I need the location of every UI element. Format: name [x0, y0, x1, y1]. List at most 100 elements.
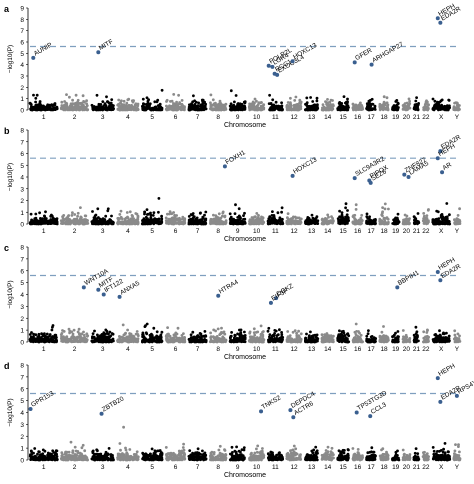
snp-point — [338, 219, 342, 223]
snp-point — [167, 332, 170, 336]
snp-point — [132, 217, 136, 221]
snp-point — [165, 98, 169, 102]
snp-point — [217, 103, 220, 106]
snp-point — [187, 105, 191, 109]
snp-point — [78, 340, 82, 343]
snp-point — [346, 108, 350, 112]
snp-point — [432, 222, 436, 226]
snp-point — [197, 101, 201, 105]
snp-point — [68, 95, 71, 99]
snp-point — [29, 212, 33, 216]
y-tick-label: 2 — [20, 85, 24, 92]
y-tick-label: 7 — [20, 256, 24, 263]
snp-point — [77, 108, 81, 112]
snp-point — [326, 98, 329, 101]
snp-point — [122, 99, 126, 103]
snp-point — [85, 99, 88, 103]
snp-point — [437, 217, 441, 221]
snp-point — [261, 216, 265, 220]
snp-point — [220, 326, 223, 330]
snp-point — [353, 222, 357, 226]
snp-point — [330, 215, 333, 219]
points — [28, 88, 461, 112]
snp-point — [237, 218, 241, 222]
snp-point — [40, 221, 43, 225]
snp-point — [154, 336, 158, 339]
snp-point — [254, 339, 258, 342]
snp-point — [28, 333, 32, 336]
snp-point — [80, 107, 84, 111]
snp-point — [250, 335, 254, 339]
snp-point — [182, 220, 186, 224]
snp-point — [156, 98, 160, 102]
snp-point — [193, 340, 197, 343]
snp-point — [385, 96, 389, 100]
x-tick-label: 10 — [253, 114, 261, 121]
snp-point — [125, 339, 129, 343]
snp-point — [101, 100, 105, 103]
snp-point — [43, 108, 47, 112]
snp-point — [407, 97, 411, 101]
snp-point — [108, 106, 111, 109]
snp-point — [176, 106, 179, 110]
snp-point — [134, 212, 138, 215]
snp-point — [221, 211, 225, 215]
snp-point — [453, 101, 456, 105]
snp-point — [382, 95, 386, 99]
snp-point — [203, 335, 207, 338]
snp-point — [42, 340, 46, 344]
snp-point — [128, 332, 132, 335]
snp-point — [203, 100, 207, 104]
y-tick-label: 8 — [20, 17, 24, 24]
y-tick-label: 6 — [20, 151, 24, 158]
points — [28, 197, 462, 226]
snp-point — [256, 108, 259, 111]
snp-point — [305, 101, 309, 105]
snp-point — [291, 216, 295, 220]
x-tick-label: 22 — [422, 228, 430, 235]
x-tick-label: 1 — [42, 228, 46, 235]
snp-point — [323, 218, 327, 222]
snp-point — [104, 108, 107, 111]
snp-point — [344, 101, 347, 105]
snp-point — [293, 99, 297, 102]
snp-point — [338, 209, 341, 213]
snp-point — [151, 218, 155, 222]
snp-point — [172, 102, 176, 106]
snp-point — [71, 211, 74, 215]
snp-point — [37, 334, 41, 338]
y-tick-label: 5 — [20, 51, 24, 58]
y-axis-label: −log10(P) — [7, 45, 14, 73]
snp-point — [136, 222, 140, 226]
snp-point — [45, 221, 49, 225]
snp-point — [311, 216, 315, 220]
snp-point — [344, 202, 348, 206]
snp-point — [171, 337, 175, 340]
y-tick-label: 8 — [20, 128, 24, 135]
snp-point — [121, 323, 125, 327]
snp-point — [439, 213, 443, 217]
snp-point — [252, 327, 256, 331]
snp-point — [442, 222, 446, 225]
y-tick-label: 2 — [20, 316, 24, 323]
snp-point — [311, 100, 315, 103]
snp-point — [144, 106, 148, 110]
x-tick-label: 17 — [368, 228, 376, 235]
snp-point — [393, 222, 396, 226]
snp-point — [253, 333, 257, 337]
snp-point — [368, 218, 372, 221]
x-tick-label: 14 — [324, 228, 332, 235]
snp-point — [123, 221, 127, 225]
snp-point — [168, 210, 172, 214]
x-tick-label: 2 — [73, 114, 77, 121]
snp-point — [191, 336, 195, 340]
snp-point — [83, 106, 86, 110]
snp-point — [54, 221, 58, 224]
snp-point — [229, 102, 233, 106]
snp-point — [176, 217, 180, 221]
snp-point — [82, 218, 86, 221]
snp-point — [160, 214, 164, 218]
snp-point — [243, 336, 247, 339]
snp-point — [248, 220, 252, 223]
